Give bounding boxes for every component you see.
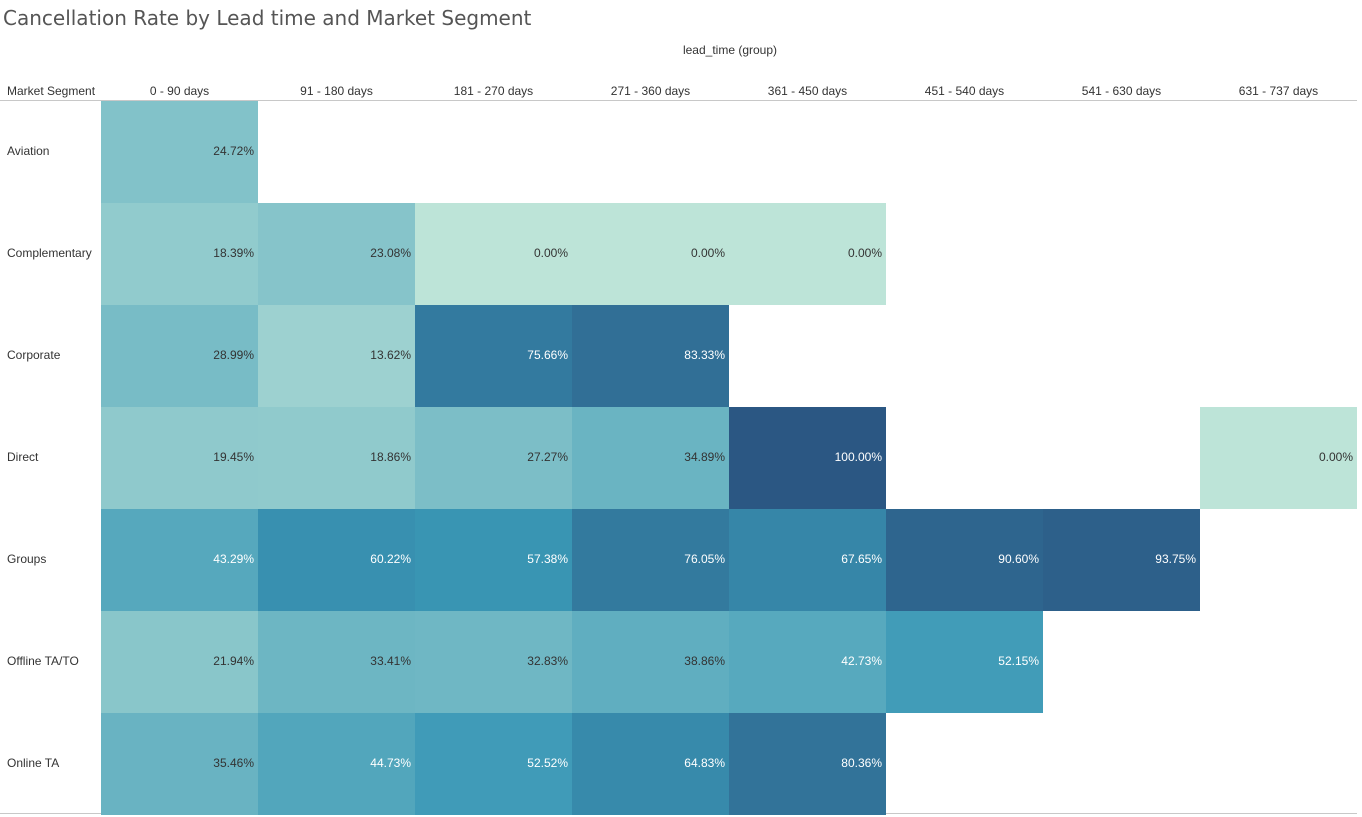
cell-value-label: 75.66% — [527, 348, 568, 362]
heatmap-cell — [258, 611, 415, 713]
cell-value-label: 0.00% — [533, 246, 568, 260]
cell-value-label: 34.89% — [684, 450, 725, 464]
chart-title: Cancellation Rate by Lead time and Marke… — [3, 6, 532, 30]
heatmap-cell — [729, 203, 886, 305]
heatmap-cell — [1200, 407, 1357, 509]
heatmap-cell — [415, 407, 572, 509]
heatmap-cell — [101, 305, 258, 407]
row-label: Groups — [7, 552, 47, 566]
cell-value-label: 23.08% — [370, 246, 411, 260]
heatmap-cell — [101, 611, 258, 713]
cell-value-label: 28.99% — [213, 348, 254, 362]
heatmap-cell — [729, 611, 886, 713]
cell-value-label: 43.29% — [213, 552, 254, 566]
cell-value-label: 76.05% — [684, 552, 725, 566]
heatmap-cell — [729, 713, 886, 815]
cell-value-label: 18.39% — [213, 246, 254, 260]
row-label: Offline TA/TO — [7, 654, 79, 668]
heatmap-cell — [729, 407, 886, 509]
heatmap-cell — [101, 101, 258, 203]
heatmap-cell — [101, 203, 258, 305]
column-label: 631 - 737 days — [1238, 84, 1319, 98]
cell-value-label: 33.41% — [370, 654, 411, 668]
cell-value-label: 90.60% — [998, 552, 1039, 566]
cell-value-label: 80.36% — [841, 756, 882, 770]
heatmap-cell — [572, 509, 729, 611]
cell-value-label: 21.94% — [213, 654, 254, 668]
heatmap-cell — [101, 407, 258, 509]
cell-value-label: 35.46% — [213, 756, 254, 770]
column-label: 271 - 360 days — [610, 84, 691, 98]
cell-value-label: 24.72% — [213, 144, 254, 158]
heatmap-cell — [572, 305, 729, 407]
cell-value-label: 93.75% — [1155, 552, 1196, 566]
column-label: 361 - 450 days — [767, 84, 848, 98]
heatmap-cell — [415, 509, 572, 611]
cell-value-label: 57.38% — [527, 552, 568, 566]
cell-value-label: 0.00% — [690, 246, 725, 260]
heatmap-cell — [415, 611, 572, 713]
column-label: 181 - 270 days — [453, 84, 534, 98]
cell-value-label: 52.52% — [527, 756, 568, 770]
row-label: Aviation — [7, 144, 50, 158]
column-label: 541 - 630 days — [1081, 84, 1162, 98]
heatmap-cell — [258, 509, 415, 611]
heatmap-cell — [572, 407, 729, 509]
cell-value-label: 64.83% — [684, 756, 725, 770]
cell-value-label: 60.22% — [370, 552, 411, 566]
row-label: Direct — [7, 450, 39, 464]
cell-value-label: 83.33% — [684, 348, 725, 362]
cell-value-label: 38.86% — [684, 654, 725, 668]
column-label: 451 - 540 days — [924, 84, 1005, 98]
heatmap-cell — [886, 509, 1043, 611]
heatmap-cell — [258, 305, 415, 407]
heatmap-cell — [415, 203, 572, 305]
heatmap-cell — [572, 203, 729, 305]
cell-value-label: 67.65% — [841, 552, 882, 566]
cell-value-label: 100.00% — [834, 450, 882, 464]
heatmap-cell — [1043, 509, 1200, 611]
heatmap-cell — [729, 509, 886, 611]
cell-value-label: 18.86% — [370, 450, 411, 464]
heatmap-cell — [572, 611, 729, 713]
row-label: Corporate — [7, 348, 61, 362]
row-label: Online TA — [7, 756, 60, 770]
column-group-label: lead_time (group) — [682, 43, 778, 57]
cell-value-label: 52.15% — [998, 654, 1039, 668]
cell-value-label: 32.83% — [527, 654, 568, 668]
cell-value-label: 27.27% — [527, 450, 568, 464]
header-divider — [0, 100, 1357, 101]
cell-value-label: 0.00% — [847, 246, 882, 260]
heatmap-cell — [101, 713, 258, 815]
row-label: Complementary — [7, 246, 92, 260]
heatmap-cell — [258, 407, 415, 509]
heatmap-cell — [415, 305, 572, 407]
heatmap-cell — [886, 611, 1043, 713]
cell-value-label: 19.45% — [213, 450, 254, 464]
heatmap-cell — [258, 713, 415, 815]
cell-value-label: 0.00% — [1318, 450, 1353, 464]
row-header-label: Market Segment — [7, 84, 96, 98]
heatmap-cell — [258, 203, 415, 305]
column-label: 91 - 180 days — [300, 84, 373, 98]
cell-value-label: 44.73% — [370, 756, 411, 770]
cell-value-label: 13.62% — [370, 348, 411, 362]
heatmap-cell — [572, 713, 729, 815]
cell-value-label: 42.73% — [841, 654, 882, 668]
heatmap-cell — [101, 509, 258, 611]
column-label: 0 - 90 days — [149, 84, 210, 98]
heatmap-cell — [415, 713, 572, 815]
